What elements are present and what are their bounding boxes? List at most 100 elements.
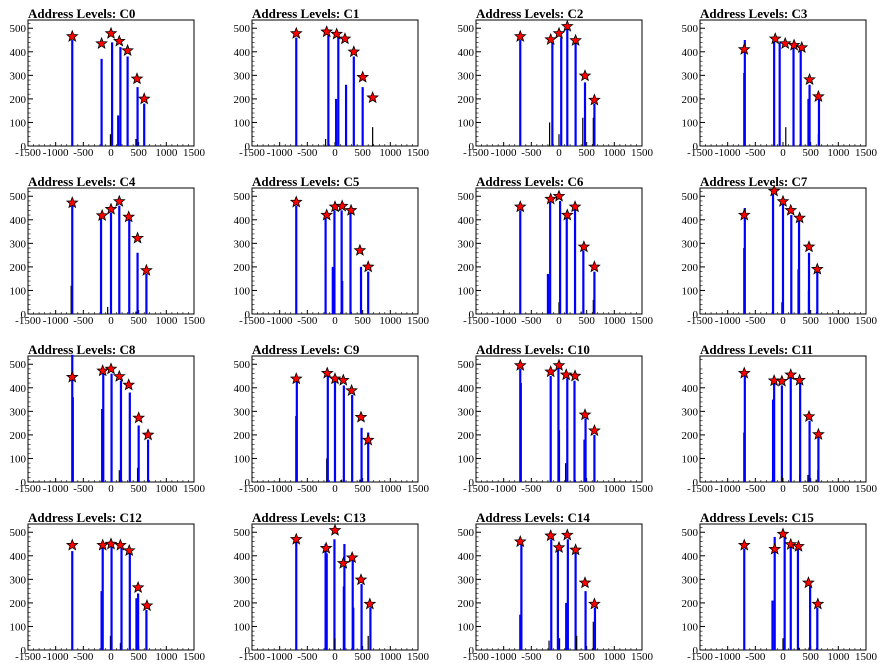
x-tick-label: -1500 [687,315,713,327]
histogram-bar [798,647,800,650]
x-tick-label: -500 [521,147,542,159]
peak-star-marker [122,378,136,391]
chart-panel: Address Levels: C7 -1500 -1000 -500 0 500 1000… [672,168,896,336]
peak-star-marker [65,370,79,383]
peak-star-marker [356,70,370,83]
x-tick-label: 500 [130,315,147,327]
peak-star-marker [104,537,118,550]
peak-star-marker [803,72,816,86]
x-tick-label: 1000 [379,651,402,663]
y-tick-label: 400 [682,215,699,227]
histogram-bar [565,463,567,482]
y-tick-label: 0 [245,309,251,321]
histogram-bar [548,640,550,650]
histogram-bar [573,380,576,482]
x-tick-label: -500 [297,147,318,159]
peak-star-marker [775,374,789,387]
histogram-bar [71,200,74,314]
histogram-bar [325,553,328,650]
histogram-bar [109,635,112,650]
peak-star-marker [347,45,361,58]
peak-star-marker [131,580,145,594]
x-tick-label: -1000 [43,483,69,495]
peak-star-marker [122,210,136,223]
histogram-bar [352,56,355,147]
chart-panel: Address Levels: C13 -1500 -1000 -500 0 500 100… [224,504,448,672]
histogram-bar [367,432,370,482]
x-tick-label: -1000 [491,147,517,159]
histogram-bar [295,536,298,650]
histogram-bar [326,373,329,482]
y-tick-label: 300 [682,70,699,82]
peak-star-marker [319,541,333,554]
y-tick-label: 0 [693,477,699,489]
peak-star-marker [513,29,527,42]
y-tick-label: 500 [234,23,251,35]
peak-star-marker [114,538,127,551]
chart-title: Address Levels: C3 [700,6,808,21]
plot-frame [475,19,643,147]
histogram-bar [135,598,138,650]
x-tick-label: 0 [108,315,114,327]
x-tick-label: 500 [802,483,819,495]
y-tick-label: 100 [458,285,475,297]
chart-title: Address Levels: C11 [700,342,814,357]
peak-star-marker [289,532,303,545]
y-tick-label: 400 [458,383,475,395]
y-tick-label: 500 [458,23,475,35]
histogram-bar [367,635,369,650]
x-tick-label: 500 [802,315,819,327]
histogram-bar [781,198,785,314]
histogram-bar [295,380,298,482]
x-tick-label: -1000 [491,651,517,663]
histogram-bar [807,98,810,146]
x-tick-label: -500 [297,483,318,495]
x-tick-label: -500 [73,147,94,159]
peak-star-marker [104,26,118,39]
x-tick-label: 1000 [379,315,402,327]
histogram-bar [519,614,522,650]
y-tick-label: 500 [682,191,699,203]
histogram-bar [549,200,552,314]
histogram-bar [582,117,584,146]
peak-star-marker [588,597,601,610]
peak-star-marker [336,373,350,386]
histogram-bar [326,458,328,482]
plot-frame [475,187,643,315]
peak-star-marker [767,374,781,387]
y-tick-label: 100 [458,453,475,465]
histogram-bar [111,42,114,146]
histogram-bar [584,418,587,482]
histogram-bar [582,250,585,314]
histogram-bar [351,558,354,650]
peak-star-marker [588,260,601,273]
peak-star-marker [578,408,592,421]
y-tick-label: 100 [458,117,475,129]
peak-star-marker [361,433,375,446]
y-tick-label: 200 [10,262,27,274]
y-tick-label: 0 [245,645,251,657]
histogram-bar [817,98,821,146]
x-tick-label: 1000 [379,483,402,495]
histogram-bar [331,266,334,314]
y-tick-label: 100 [10,285,27,297]
histogram-bar [799,383,802,482]
peak-star-marker [811,597,825,610]
plot-frame [699,19,867,147]
histogram-bar [136,252,139,314]
histogram-bar [340,210,343,314]
y-tick-label: 500 [10,359,27,371]
histogram-bar [592,299,594,314]
histogram-bar [349,210,352,314]
x-tick-label: 0 [780,147,786,159]
plot-frame [699,355,867,483]
peak-star-marker [784,203,798,216]
peak-star-marker [361,260,375,273]
peak-star-marker [335,199,349,212]
x-tick-label: 0 [332,147,338,159]
x-tick-label: 1000 [155,651,178,663]
chart-svg: -1500 -1000 -500 0 500 1000 1500 0 100 200 300 400 5… [10,19,206,159]
chart-title: Address Levels: C10 [476,342,590,357]
x-tick-label: 1500 [855,483,878,495]
histogram-bar [333,380,337,482]
